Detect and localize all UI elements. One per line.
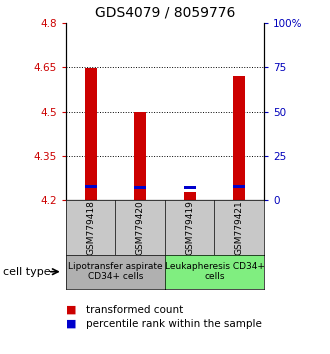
Text: transformed count: transformed count [86,305,183,315]
Bar [183,192,196,200]
Bar [84,68,97,200]
Bar [84,185,97,188]
Text: ■: ■ [66,305,77,315]
Bar [134,186,147,189]
Text: GSM779420: GSM779420 [136,200,145,255]
Text: GSM779421: GSM779421 [235,200,244,255]
Bar [233,75,246,200]
Title: GDS4079 / 8059776: GDS4079 / 8059776 [95,5,235,19]
Text: Lipotransfer aspirate
CD34+ cells: Lipotransfer aspirate CD34+ cells [68,262,163,281]
Text: GSM779419: GSM779419 [185,200,194,255]
Text: cell type: cell type [3,267,51,277]
Text: percentile rank within the sample: percentile rank within the sample [86,319,262,329]
Bar [233,185,246,188]
Text: ■: ■ [66,319,77,329]
Bar [134,112,147,200]
Bar [183,187,196,189]
Text: GSM779418: GSM779418 [86,200,95,255]
Text: Leukapheresis CD34+
cells: Leukapheresis CD34+ cells [165,262,264,281]
